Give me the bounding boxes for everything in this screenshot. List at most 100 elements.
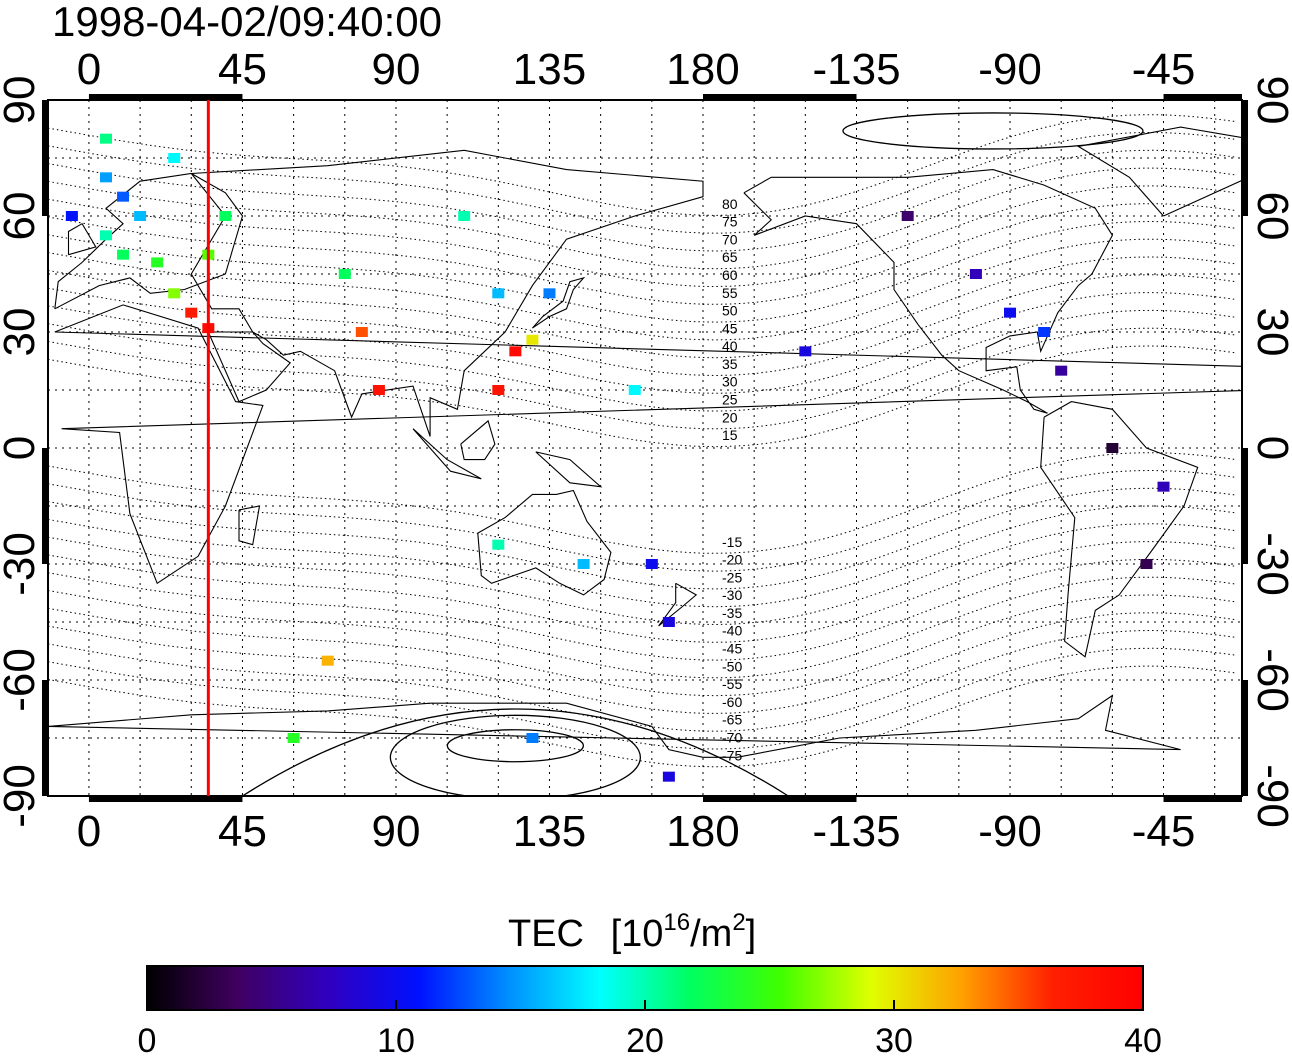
left-lat-tick-label: 60 — [0, 192, 44, 241]
contour-label: -75 — [722, 747, 742, 763]
colorbar-tick-label: 30 — [875, 1022, 913, 1057]
colorbar-title: TEC [1016/m2] — [508, 909, 756, 955]
frame-band-top — [88, 94, 243, 100]
tec-observation — [458, 211, 471, 221]
frame-band-right — [1242, 100, 1248, 216]
right-lat-tick-label: 0 — [1248, 436, 1292, 460]
south-pole-contour-outer — [242, 708, 789, 796]
left-lat-tick-label: 90 — [0, 76, 44, 125]
tec-observation — [65, 211, 78, 221]
map-title: 1998-04-02/09:40:00 — [52, 0, 442, 45]
bottom-lon-tick-label: 45 — [218, 807, 267, 856]
contour-label: -70 — [722, 729, 742, 745]
contour-label: -60 — [722, 694, 742, 710]
right-lat-tick-label: 60 — [1248, 192, 1292, 241]
contour-label: 80 — [722, 196, 738, 212]
top-lon-tick-label: 135 — [513, 45, 586, 94]
tec-observations — [65, 133, 1170, 782]
tec-observation — [543, 288, 556, 299]
colorbar: TEC [1016/m2] 0 10 20 30 40 — [138, 909, 1162, 1057]
tec-observation — [492, 288, 505, 299]
coastline — [412, 428, 482, 480]
contour-label: 40 — [722, 338, 738, 354]
contour-line — [48, 256, 1236, 359]
contour-label: 65 — [722, 249, 738, 265]
contour-line — [48, 292, 1236, 394]
contour-label: -45 — [722, 641, 742, 657]
coastline — [1040, 401, 1199, 658]
coastline — [48, 694, 1181, 758]
tec-observation — [662, 771, 675, 782]
tec-observation — [168, 153, 181, 163]
right-lat-tick-label: -90 — [1248, 764, 1292, 828]
top-lon-tick-label: -45 — [1132, 45, 1196, 94]
contour-line — [48, 220, 1236, 323]
contour-line — [48, 149, 1236, 252]
coastline — [535, 451, 603, 488]
contour-line — [48, 576, 1236, 679]
tec-observation — [99, 230, 112, 241]
frame-band-top — [702, 94, 857, 100]
contour-label: 15 — [722, 427, 738, 443]
tec-observation — [577, 559, 590, 569]
coastline — [67, 222, 97, 256]
bottom-lon-tick-label: 90 — [371, 807, 420, 856]
tec-observation — [901, 211, 914, 221]
north-pole-contour — [842, 112, 1144, 150]
contour-label: 55 — [722, 285, 738, 301]
contour-line — [48, 647, 1236, 750]
contour-label: -40 — [722, 623, 742, 639]
contour-label: 35 — [722, 356, 738, 372]
coastline — [477, 489, 612, 596]
tec-observation — [185, 307, 198, 318]
contour-line — [48, 309, 1236, 412]
tec-observation — [219, 211, 232, 221]
contour-line — [48, 238, 1236, 341]
top-lon-tick-label: 180 — [666, 45, 739, 94]
coastline — [238, 505, 261, 546]
tec-observation — [509, 346, 522, 357]
contour-label: -20 — [722, 552, 742, 568]
top-lon-tick-label: 90 — [371, 45, 420, 94]
contour-line — [48, 505, 1236, 608]
contour-line — [48, 185, 1236, 288]
bottom-longitude-ticks: 0 45 90 135 180 -135 -90 -45 — [77, 807, 1196, 856]
frame-bands — [42, 94, 1248, 802]
magnetic-latitude-contours — [48, 112, 1236, 796]
tec-observation — [1055, 365, 1068, 376]
contour-line — [48, 612, 1236, 714]
contour-label: 75 — [722, 214, 738, 230]
contour-line — [48, 594, 1236, 697]
left-lat-tick-label: -90 — [0, 764, 44, 828]
contour-line — [48, 487, 1236, 590]
contour-label: 50 — [722, 303, 738, 319]
bottom-lon-tick-label: -90 — [978, 807, 1042, 856]
colorbar-tick-label: 10 — [377, 1022, 415, 1057]
frame-band-bottom — [88, 796, 243, 802]
contour-label: 20 — [722, 409, 738, 425]
contour-label: -15 — [722, 534, 742, 550]
colorbar-ticks: 0 10 20 30 40 — [138, 1000, 1162, 1057]
coastline — [531, 276, 586, 329]
tec-observation — [526, 334, 539, 345]
right-latitude-ticks: 90 60 30 0 -30 -60 -90 — [1248, 76, 1292, 828]
left-lat-tick-label: -30 — [0, 532, 44, 596]
right-lat-tick-label: 90 — [1248, 76, 1292, 125]
contour-line — [48, 523, 1236, 626]
tec-observation — [372, 385, 385, 395]
contour-line — [48, 541, 1236, 643]
tec-observation — [969, 269, 982, 279]
tec-observation — [492, 539, 505, 550]
tec-observation — [628, 385, 641, 395]
tec-observation — [526, 733, 539, 743]
tec-observation — [321, 655, 334, 666]
left-lat-tick-label: -60 — [0, 648, 44, 712]
frame-band-left — [42, 680, 48, 796]
south-pole-contour-mid — [389, 714, 641, 796]
tec-observation — [1038, 327, 1051, 337]
frame-band-left — [42, 448, 48, 564]
coastline — [743, 169, 1114, 414]
coastline — [54, 304, 1242, 585]
colorbar-tick-label: 40 — [1124, 1022, 1162, 1057]
